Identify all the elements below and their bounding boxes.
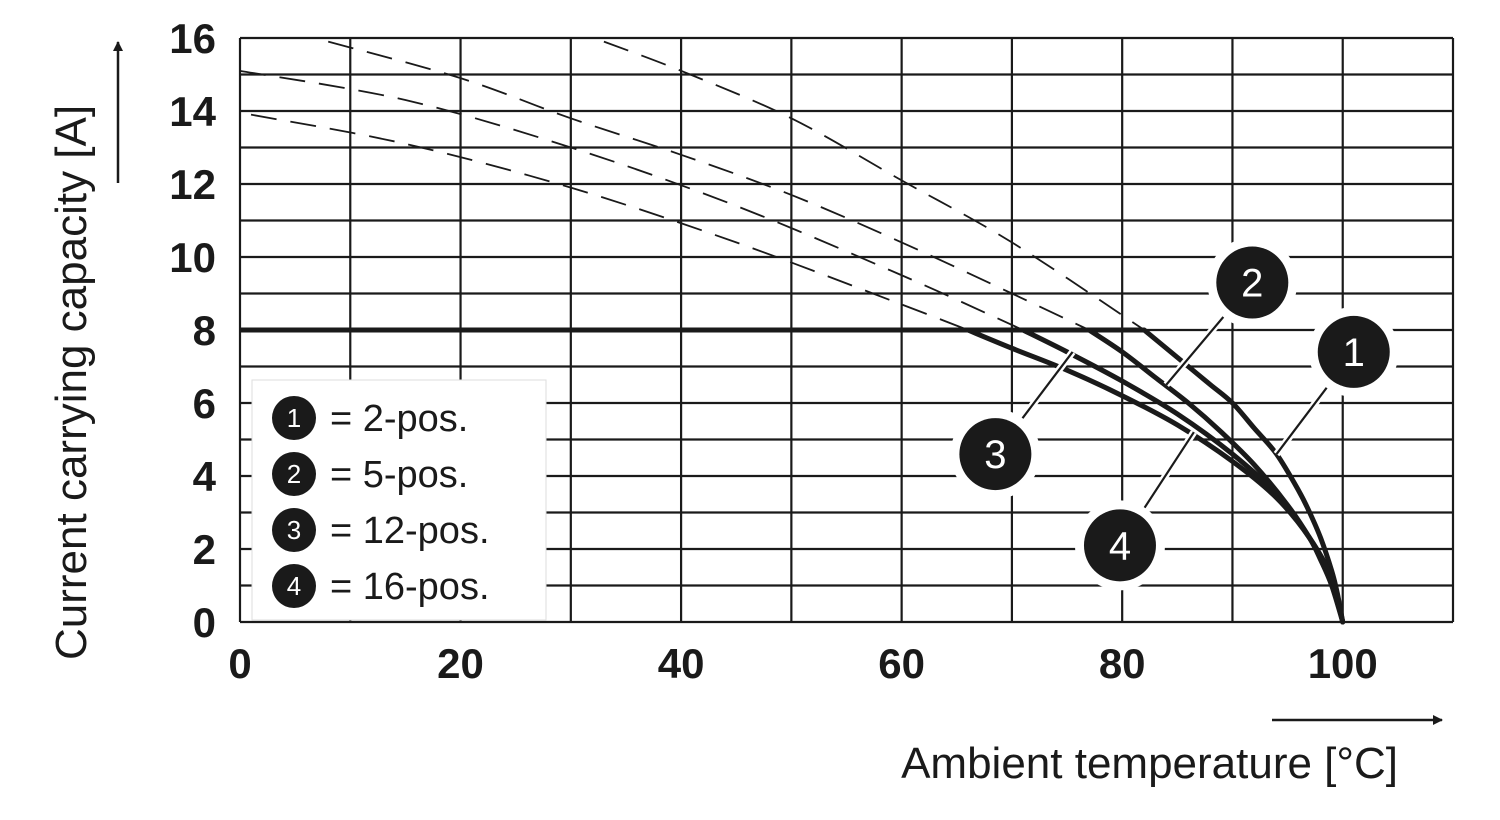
x-tick-label: 80 xyxy=(1099,640,1146,687)
badge-1 xyxy=(1317,315,1390,388)
legend-label-2: = 5-pos. xyxy=(330,454,468,496)
x-tick-label: 100 xyxy=(1308,640,1378,687)
y-tick-label: 14 xyxy=(169,88,216,135)
x-axis-title-group: Ambient temperature [°C] xyxy=(901,715,1443,788)
legend-badge-number-3: 3 xyxy=(287,515,301,545)
dashed-curve-4 xyxy=(250,113,969,331)
y-axis-title-group: Current carrying capacity [A] xyxy=(47,41,123,660)
dashed-curve-1 xyxy=(327,40,1090,331)
legend-label-4: = 16-pos. xyxy=(330,566,490,608)
derating-curves xyxy=(240,327,1346,625)
series-line-4 xyxy=(965,327,1346,625)
x-tick-label: 40 xyxy=(658,640,705,687)
legend-badge-3 xyxy=(272,508,316,552)
badge-4 xyxy=(1083,509,1156,582)
y-tick-label: 12 xyxy=(169,161,216,208)
badge-3 xyxy=(959,418,1032,491)
legend-label-3: = 12-pos. xyxy=(330,510,490,552)
legend: 1 = 2-pos. 2 = 5-pos. 3 = 12-pos. 4 = 16-pos. xyxy=(251,379,547,621)
dashed-curves xyxy=(239,40,1145,331)
y-tick-label: 10 xyxy=(169,234,216,281)
legend-badge-1 xyxy=(272,396,316,440)
series-line-1 xyxy=(1141,327,1346,625)
dashed-curve-3 xyxy=(603,40,1145,331)
legend-badge-number-2: 2 xyxy=(287,459,301,489)
badge-2 xyxy=(1216,246,1289,319)
y-tick-label: 8 xyxy=(193,307,216,354)
badge-number-3: 3 xyxy=(984,433,1006,477)
y-axis-label: Current carrying capacity [A] xyxy=(47,105,96,660)
x-tick-label: 60 xyxy=(878,640,925,687)
curve-badges: 1 2 3 4 xyxy=(950,237,1399,591)
legend-badge-4 xyxy=(272,564,316,608)
badge-number-4: 4 xyxy=(1109,524,1131,568)
legend-badge-2 xyxy=(272,452,316,496)
legend-badge-number-4: 4 xyxy=(287,571,301,601)
x-tick-label: 0 xyxy=(228,640,251,687)
legend-label-1: = 2-pos. xyxy=(330,398,468,440)
x-axis-label: Ambient temperature [°C] xyxy=(901,739,1398,788)
y-tick-label: 2 xyxy=(193,526,216,573)
y-tick-label: 0 xyxy=(193,599,216,646)
badge-number-1: 1 xyxy=(1343,331,1365,375)
y-tick-label: 6 xyxy=(193,380,216,427)
y-tick-label: 16 xyxy=(169,15,216,62)
y-tick-label: 4 xyxy=(193,453,217,500)
badge-number-2: 2 xyxy=(1241,262,1263,306)
x-tick-label: 20 xyxy=(437,640,484,687)
dashed-curve-2 xyxy=(239,69,1024,331)
legend-badge-number-1: 1 xyxy=(287,403,301,433)
